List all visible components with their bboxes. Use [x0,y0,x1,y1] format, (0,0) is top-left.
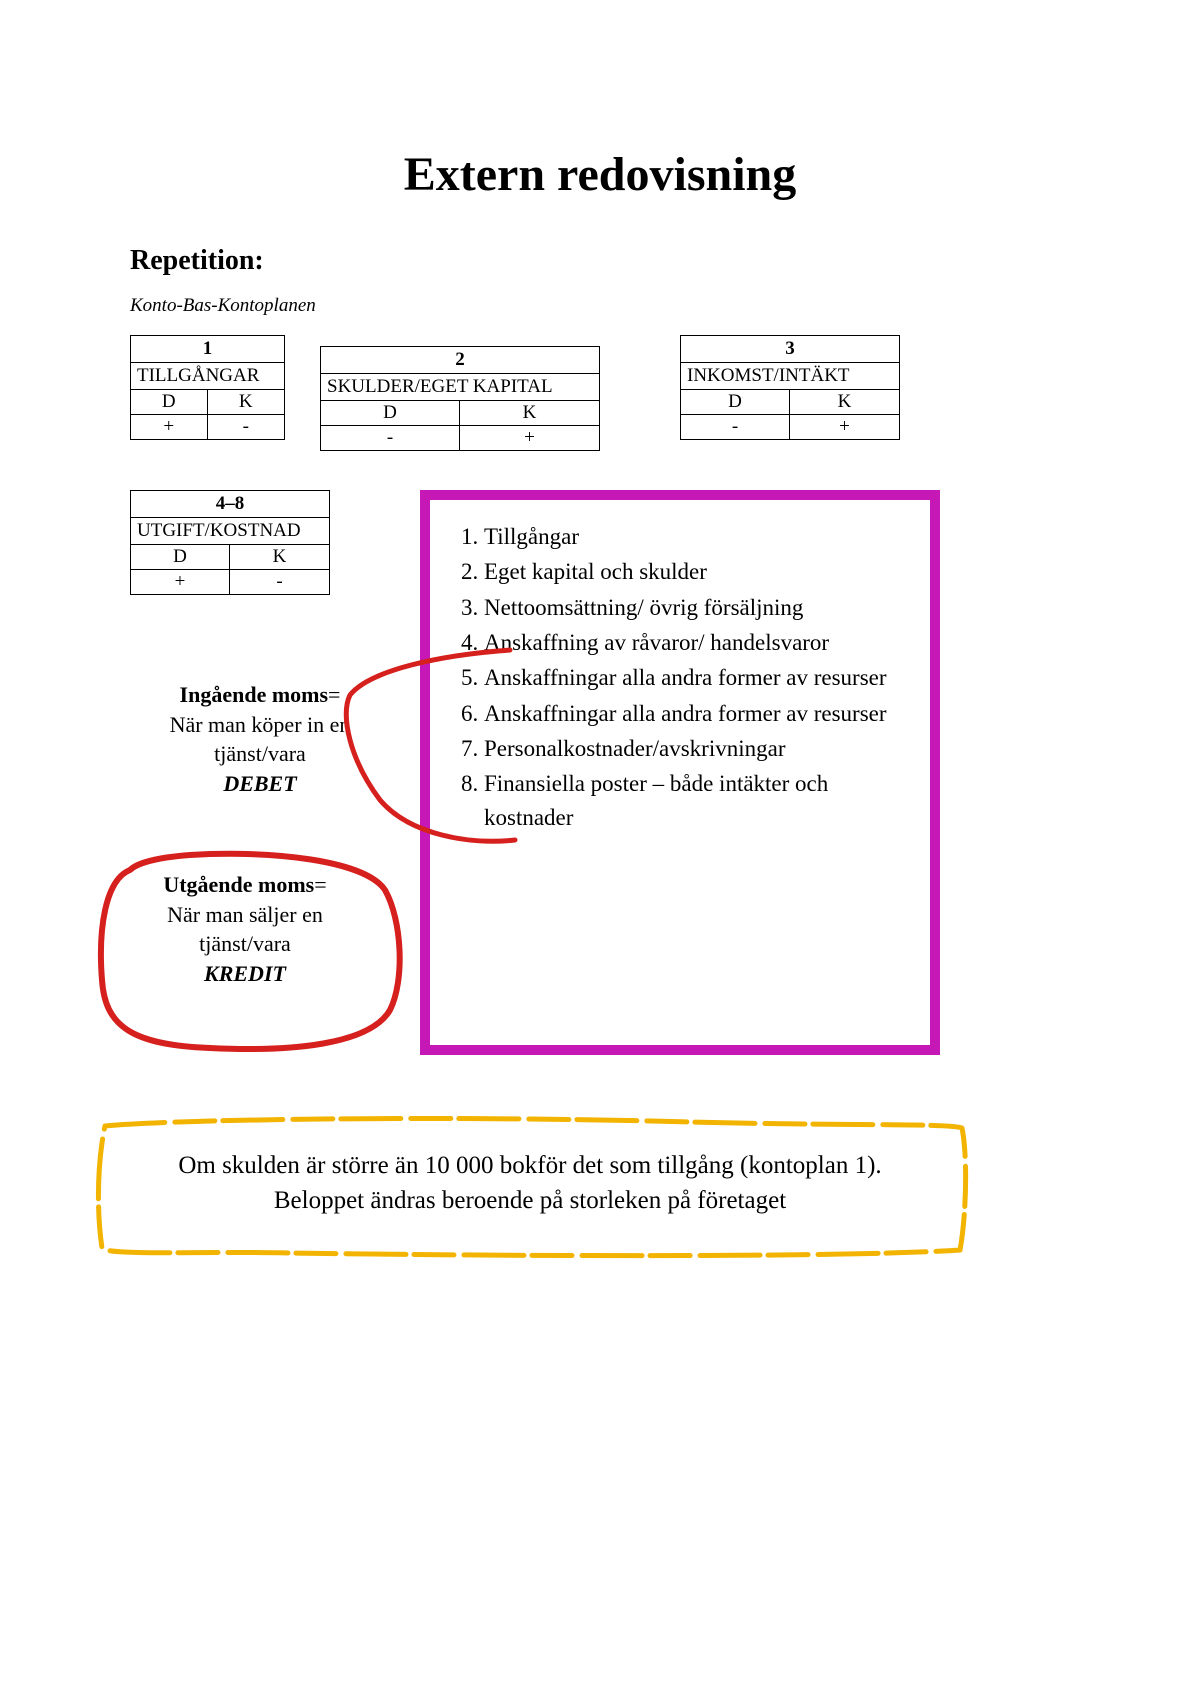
ingaende-line2: tjänst/vara [130,739,390,769]
t-account-number: 4–8 [131,491,329,518]
document-page: Extern redovisning Repetition: Konto-Bas… [0,0,1200,1698]
debit-header: D [321,401,460,425]
t-account-label: SKULDER/EGET KAPITAL [321,374,599,401]
ingaende-moms-block: Ingående moms= När man köper in en tjäns… [130,680,390,799]
credit-header: K [790,390,899,414]
utgaende-heading: Utgående moms [163,872,314,897]
utgaende-line1: När man säljer en [115,900,375,930]
numbered-list-box: Tillgångar Eget kapital och skulder Nett… [420,490,940,1055]
page-title: Extern redovisning [0,147,1200,202]
yellow-note-text: Om skulden är större än 10 000 bokför de… [100,1120,960,1246]
debit-sign: + [131,415,208,439]
section-heading: Repetition: [130,245,264,277]
list-item: Anskaffning av råvaror/ handelsvaror [484,626,906,659]
ingaende-line1: När man köper in en [130,710,390,740]
credit-sign: - [208,415,285,439]
debit-sign: - [681,415,790,439]
list-item: Eget kapital och skulder [484,555,906,588]
list-item: Nettoomsättning/ övrig försäljning [484,591,906,624]
credit-header: K [208,390,285,414]
t-account-3: 3 INKOMST/INTÄKT D K - + [680,335,900,440]
debit-sign: - [321,426,460,450]
credit-header: K [230,545,329,569]
equals-sign: = [314,872,326,897]
utgaende-emphasis: KREDIT [115,959,375,989]
t-account-label: INKOMST/INTÄKT [681,363,899,390]
list-item: Anskaffningar alla andra former av resur… [484,697,906,730]
debit-header: D [131,545,230,569]
equals-sign: = [328,682,340,707]
utgaende-line2: tjänst/vara [115,929,375,959]
t-account-label: TILLGÅNGAR [131,363,284,390]
t-account-1: 1 TILLGÅNGAR D K + - [130,335,285,440]
ingaende-emphasis: DEBET [130,769,390,799]
account-class-list: Tillgångar Eget kapital och skulder Nett… [450,520,906,834]
t-account-number: 3 [681,336,899,363]
debit-header: D [131,390,208,414]
t-account-4: 4–8 UTGIFT/KOSTNAD D K + - [130,490,330,595]
t-account-2: 2 SKULDER/EGET KAPITAL D K - + [320,346,600,451]
credit-sign: - [230,570,329,594]
list-item: Tillgångar [484,520,906,553]
credit-sign: + [460,426,599,450]
credit-sign: + [790,415,899,439]
ingaende-heading: Ingående moms [180,682,329,707]
credit-header: K [460,401,599,425]
t-account-label: UTGIFT/KOSTNAD [131,518,329,545]
section-subtitle: Konto-Bas-Kontoplanen [130,295,316,317]
debit-header: D [681,390,790,414]
t-account-number: 2 [321,347,599,374]
t-account-number: 1 [131,336,284,363]
list-item: Personalkostnader/avskrivningar [484,732,906,765]
list-item: Finansiella poster – både intäkter och k… [484,767,906,834]
list-item: Anskaffningar alla andra former av resur… [484,661,906,694]
utgaende-moms-block: Utgående moms= När man säljer en tjänst/… [115,870,375,989]
debit-sign: + [131,570,230,594]
